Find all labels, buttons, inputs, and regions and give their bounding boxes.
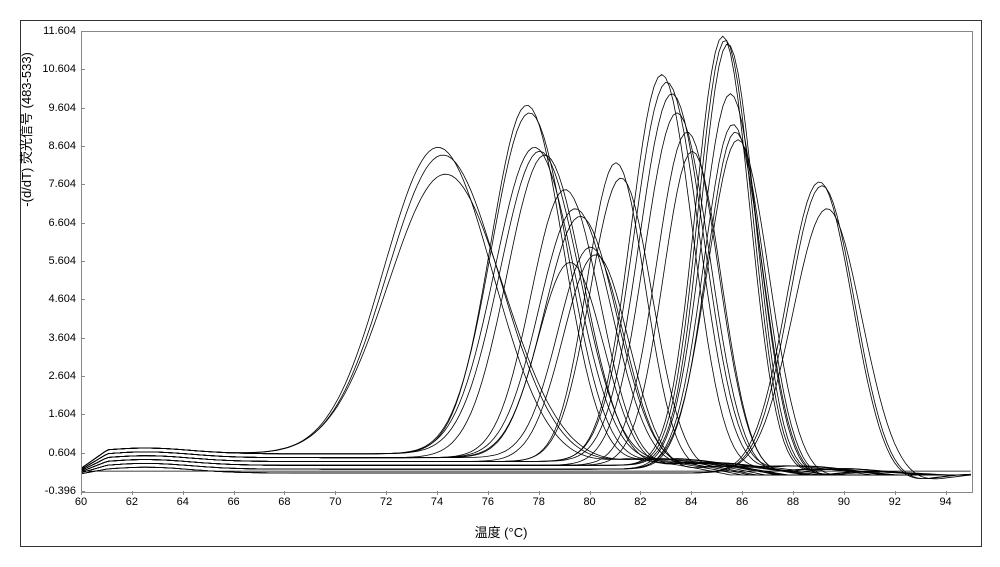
x-tick-mark bbox=[488, 491, 489, 495]
y-tick-mark bbox=[81, 223, 85, 224]
y-tick-label: 7.604 bbox=[48, 178, 76, 190]
melt-curve bbox=[82, 94, 971, 475]
curves-svg bbox=[82, 32, 972, 492]
x-tick-mark bbox=[590, 491, 591, 495]
y-tick-mark bbox=[81, 376, 85, 377]
melt-curve bbox=[82, 190, 971, 475]
y-tick-label: 4.604 bbox=[48, 293, 76, 305]
melt-curve bbox=[82, 105, 971, 475]
y-tick-label: 3.604 bbox=[48, 332, 76, 344]
y-tick-label: 2.604 bbox=[48, 370, 76, 382]
melt-curve bbox=[82, 44, 971, 475]
melt-curve bbox=[82, 151, 971, 475]
y-tick-mark bbox=[81, 69, 85, 70]
melt-curve bbox=[82, 132, 971, 475]
y-tick-mark bbox=[81, 146, 85, 147]
x-tick-mark bbox=[793, 491, 794, 495]
melt-curve bbox=[82, 174, 971, 475]
x-tick-mark bbox=[335, 491, 336, 495]
x-tick-label: 70 bbox=[329, 496, 341, 508]
x-tick-mark bbox=[437, 491, 438, 495]
x-tick-label: 84 bbox=[685, 496, 697, 508]
y-tick-mark bbox=[81, 261, 85, 262]
y-tick-label: 8.604 bbox=[48, 140, 76, 152]
melt-curve bbox=[82, 125, 971, 475]
x-tick-mark bbox=[640, 491, 641, 495]
melt-curve-chart: -(d/dT) 荧光信号 (483-533) 温度 (°C) -0.3960.6… bbox=[20, 20, 982, 547]
x-tick-label: 68 bbox=[278, 496, 290, 508]
y-tick-label: -0.396 bbox=[45, 485, 76, 497]
x-tick-label: 72 bbox=[380, 496, 392, 508]
x-tick-mark bbox=[234, 491, 235, 495]
x-tick-mark bbox=[284, 491, 285, 495]
x-tick-mark bbox=[946, 491, 947, 495]
x-tick-label: 90 bbox=[838, 496, 850, 508]
y-tick-label: 11.604 bbox=[43, 25, 76, 37]
melt-curve bbox=[82, 182, 971, 479]
x-tick-mark bbox=[844, 491, 845, 495]
melt-curve bbox=[82, 113, 971, 475]
plot-area bbox=[81, 31, 973, 493]
y-tick-label: 5.604 bbox=[48, 255, 76, 267]
melt-curve bbox=[82, 209, 971, 479]
melt-curve bbox=[82, 186, 971, 479]
melt-curve bbox=[82, 209, 971, 475]
x-tick-mark bbox=[386, 491, 387, 495]
x-tick-label: 62 bbox=[126, 496, 138, 508]
y-tick-label: 10.604 bbox=[42, 63, 76, 75]
y-tick-mark bbox=[81, 338, 85, 339]
x-tick-mark bbox=[132, 491, 133, 495]
x-tick-mark bbox=[742, 491, 743, 495]
y-tick-mark bbox=[81, 184, 85, 185]
x-tick-label: 60 bbox=[75, 496, 87, 508]
melt-curve bbox=[82, 36, 971, 475]
x-tick-label: 80 bbox=[583, 496, 595, 508]
melt-curve bbox=[82, 262, 971, 475]
melt-curve bbox=[82, 148, 971, 475]
melt-curve bbox=[82, 217, 971, 475]
x-tick-mark bbox=[895, 491, 896, 495]
melt-curve bbox=[82, 75, 971, 475]
melt-curve bbox=[82, 94, 971, 475]
melt-curve bbox=[82, 82, 971, 475]
y-tick-mark bbox=[81, 453, 85, 454]
melt-curve bbox=[82, 151, 971, 475]
melt-curve bbox=[82, 255, 971, 475]
y-tick-mark bbox=[81, 108, 85, 109]
x-tick-mark bbox=[81, 491, 82, 495]
melt-curve bbox=[82, 155, 971, 475]
y-tick-mark bbox=[81, 31, 85, 32]
x-tick-mark bbox=[539, 491, 540, 495]
x-tick-label: 94 bbox=[939, 496, 951, 508]
y-tick-label: 1.604 bbox=[48, 408, 76, 420]
x-tick-mark bbox=[691, 491, 692, 495]
y-tick-label: 6.604 bbox=[48, 217, 76, 229]
x-tick-label: 86 bbox=[736, 496, 748, 508]
x-tick-label: 74 bbox=[431, 496, 443, 508]
y-tick-label: 9.604 bbox=[48, 102, 76, 114]
y-tick-label: 0.604 bbox=[48, 447, 76, 459]
melt-curve bbox=[82, 132, 971, 475]
x-tick-label: 78 bbox=[533, 496, 545, 508]
y-tick-mark bbox=[81, 299, 85, 300]
x-tick-label: 92 bbox=[889, 496, 901, 508]
x-tick-label: 64 bbox=[177, 496, 189, 508]
x-tick-mark bbox=[183, 491, 184, 495]
melt-curve bbox=[82, 147, 971, 475]
x-tick-label: 82 bbox=[634, 496, 646, 508]
x-tick-label: 76 bbox=[482, 496, 494, 508]
x-axis-label: 温度 (°C) bbox=[475, 522, 528, 541]
x-tick-label: 88 bbox=[787, 496, 799, 508]
y-tick-mark bbox=[81, 414, 85, 415]
x-tick-label: 66 bbox=[227, 496, 239, 508]
y-axis-label: -(d/dT) 荧光信号 (483-533) bbox=[16, 52, 35, 207]
